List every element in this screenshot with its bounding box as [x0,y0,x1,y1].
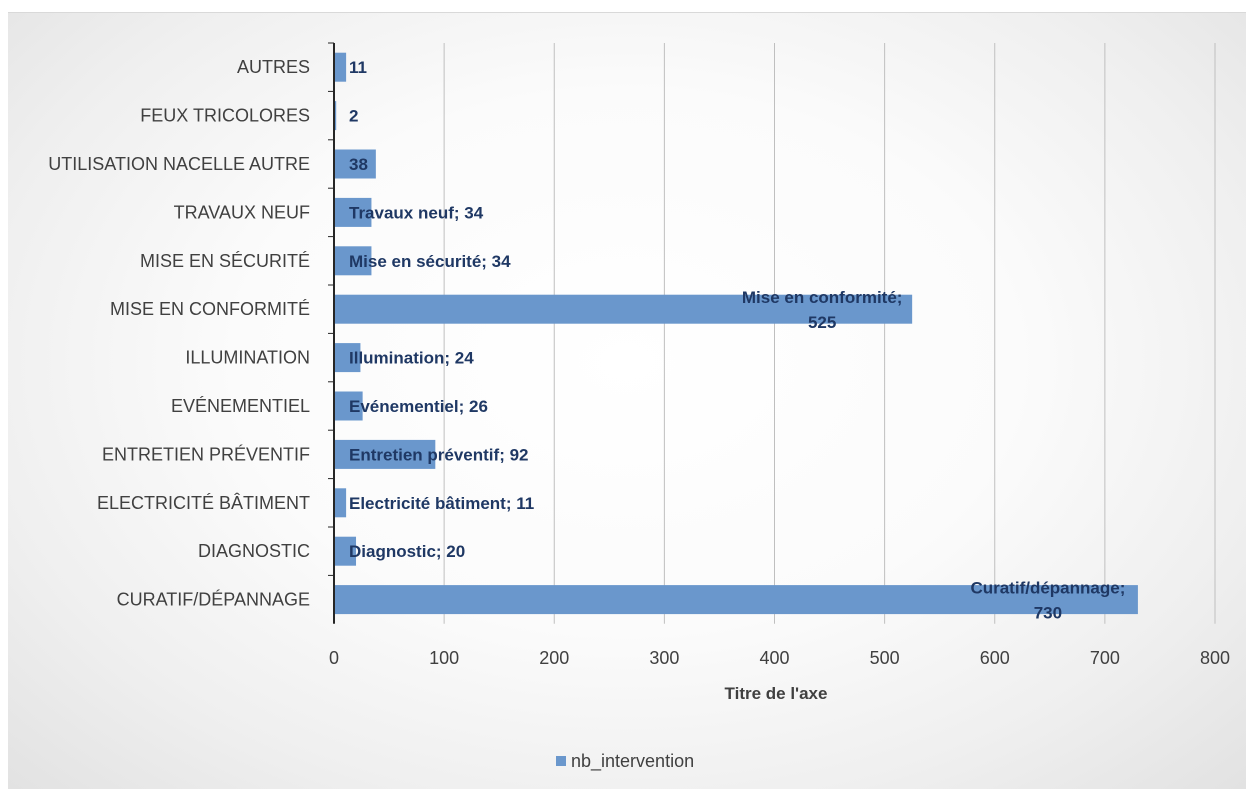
bar[interactable] [335,391,363,421]
data-label: Travaux neuf; 34 [349,203,484,222]
legend[interactable]: nb_intervention [556,751,694,772]
x-tick-label: 300 [649,648,679,668]
x-tick-label: 100 [429,648,459,668]
bar-chart: 0 100 200 300 400 500 600 700 800 AUTRES 11 FEUX TR… [48,42,1230,772]
gridlines [443,43,1216,624]
category-label: EVÉNEMENTIEL [171,396,310,416]
bar[interactable] [335,294,913,324]
category-label: DIAGNOSTIC [198,541,310,561]
legend-swatch [556,756,566,766]
bar[interactable] [335,149,376,179]
data-label: Entretien préventif; 92 [349,445,529,464]
data-label: Diagnostic; 20 [349,542,465,561]
bars [335,52,1138,615]
axes [328,42,335,624]
data-label: 730 [1034,604,1062,623]
category-label: AUTRES [237,57,310,77]
bar[interactable] [335,585,1138,615]
chart-area: 0 100 200 300 400 500 600 700 800 AUTRES 11 FEUX TR… [8,12,1246,789]
category-label: ELECTRICITÉ BÂTIMENT [97,493,310,513]
x-tick-label: 600 [980,648,1010,668]
x-tick-label: 700 [1090,648,1120,668]
legend-label: nb_intervention [571,751,694,772]
x-axis-title: Titre de l'axe [725,684,828,703]
data-label: 2 [349,107,358,126]
bar[interactable] [335,246,372,276]
bar[interactable] [335,197,372,227]
x-tick-label: 800 [1200,648,1230,668]
data-label: 38 [349,155,368,174]
data-label: Mise en sécurité; 34 [349,252,511,271]
category-label: CURATIF/DÉPANNAGE [117,590,310,610]
bar[interactable] [335,536,357,566]
category-label: FEUX TRICOLORES [140,106,310,126]
x-tick-label: 400 [759,648,789,668]
bar[interactable] [335,488,347,518]
x-tick-label: 200 [539,648,569,668]
bar[interactable] [335,343,361,373]
category-label: UTILISATION NACELLE AUTRE [48,154,310,174]
category-label: MISE EN SÉCURITÉ [140,251,310,271]
data-label: 11 [349,58,367,77]
bar[interactable] [335,52,347,82]
x-tick-label: 500 [870,648,900,668]
category-label: ILLUMINATION [185,348,310,368]
data-label: Illumination; 24 [349,349,474,368]
bar[interactable] [335,439,436,469]
data-label: Curatif/dépannage; [970,579,1125,598]
data-label: Electricité bâtiment; 11 [349,494,534,513]
data-label: 525 [808,313,836,332]
x-tick-label: 0 [329,648,339,668]
data-label: Mise en conformité; [742,288,903,307]
category-label: ENTRETIEN PRÉVENTIF [102,444,310,464]
bar[interactable] [335,101,337,131]
category-label: MISE EN CONFORMITÉ [110,299,310,319]
labels: 0 100 200 300 400 500 600 700 800 AUTRES 11 FEUX TR… [48,57,1230,668]
data-label: Evénementiel; 26 [349,397,488,416]
category-label: TRAVAUX NEUF [174,202,310,222]
